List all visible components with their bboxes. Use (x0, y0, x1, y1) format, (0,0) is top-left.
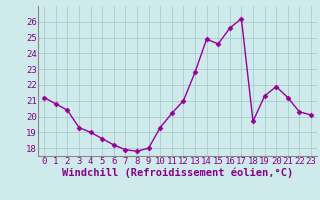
X-axis label: Windchill (Refroidissement éolien,°C): Windchill (Refroidissement éolien,°C) (62, 168, 293, 178)
